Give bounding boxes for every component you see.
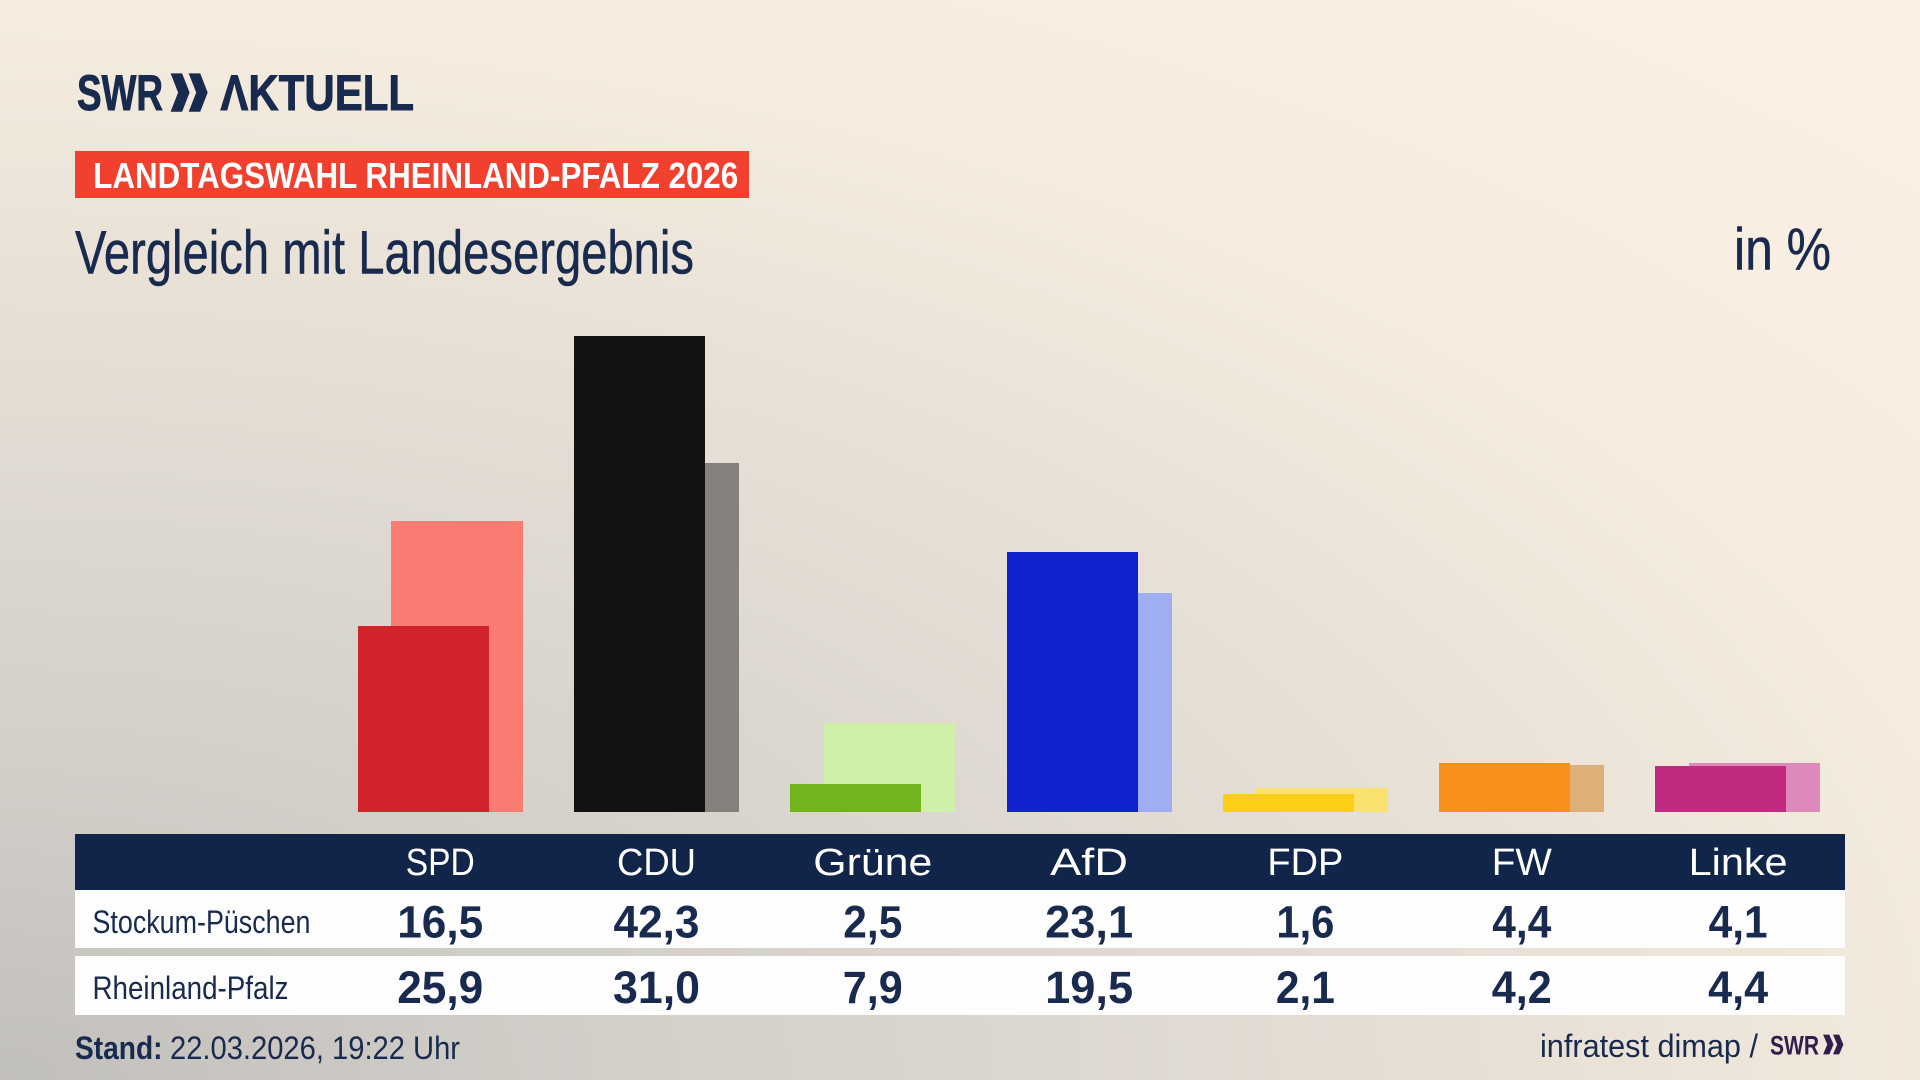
svg-text:FW: FW (1492, 842, 1552, 884)
svg-text:22.03.2026, 19:22 Uhr: 22.03.2026, 19:22 Uhr (170, 1030, 460, 1066)
svg-text:SPD: SPD (406, 842, 475, 884)
svg-text:AfD: AfD (1050, 842, 1128, 884)
svg-text:LANDTAGSWAHL RHEINLAND-PFALZ 2: LANDTAGSWAHL RHEINLAND-PFALZ 2026 (93, 155, 738, 196)
svg-text:Vergleich mit Landesergebnis: Vergleich mit Landesergebnis (75, 219, 694, 287)
svg-text:42,3: 42,3 (614, 897, 700, 948)
svg-text:Rheinland-Pfalz: Rheinland-Pfalz (93, 970, 289, 1006)
svg-text:FDP: FDP (1267, 842, 1343, 884)
svg-text:SWR: SWR (77, 65, 163, 121)
svg-text:Stand:: Stand: (75, 1030, 163, 1066)
svg-text:31,0: 31,0 (613, 962, 700, 1013)
svg-text:4,2: 4,2 (1492, 962, 1552, 1013)
svg-text:25,9: 25,9 (397, 962, 483, 1013)
svg-text:7,9: 7,9 (843, 962, 903, 1013)
svg-text:2,1: 2,1 (1276, 962, 1335, 1013)
svg-text:infratest dimap /: infratest dimap / (1540, 1028, 1758, 1064)
svg-text:4,4: 4,4 (1492, 897, 1551, 948)
svg-text:16,5: 16,5 (397, 897, 483, 948)
svg-text:ΛKTUELL: ΛKTUELL (220, 65, 414, 121)
svg-text:2,5: 2,5 (843, 897, 902, 948)
svg-text:4,4: 4,4 (1708, 962, 1768, 1013)
svg-text:Linke: Linke (1689, 842, 1788, 884)
svg-text:SWR: SWR (1770, 1031, 1819, 1061)
svg-text:19,5: 19,5 (1045, 962, 1133, 1013)
svg-text:Grüne: Grüne (813, 842, 932, 884)
svg-text:4,1: 4,1 (1709, 897, 1768, 948)
svg-text:23,1: 23,1 (1045, 897, 1133, 948)
svg-text:1,6: 1,6 (1276, 897, 1334, 948)
svg-text:CDU: CDU (617, 842, 696, 884)
svg-text:in %: in % (1734, 216, 1831, 282)
svg-text:Stockum-Püschen: Stockum-Püschen (93, 904, 311, 940)
